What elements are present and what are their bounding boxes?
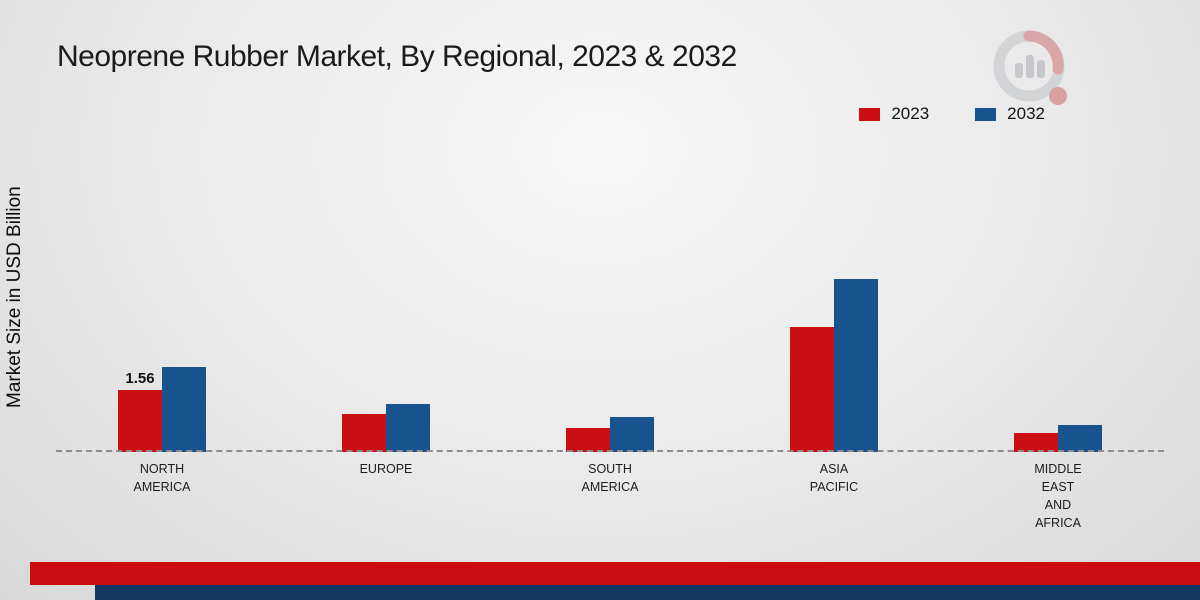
- bar-column-2023-europe: [342, 414, 386, 452]
- chart-title: Neoprene Rubber Market, By Regional, 202…: [57, 40, 737, 73]
- bar-2023-north-america: [118, 390, 162, 452]
- legend-label-2023: 2023: [891, 104, 930, 123]
- y-axis-label: Market Size in USD Billion: [4, 186, 25, 409]
- brand-logo-icon: [985, 22, 1080, 122]
- bar-column-2032-north-america: [162, 367, 206, 452]
- legend-swatch-2023: [859, 107, 881, 121]
- bar-group-europe: EUROPE: [274, 140, 498, 476]
- bar-column-2023-middle-east-and-africa: [1014, 433, 1058, 452]
- bar-value-label-2023-north-america: 1.56: [125, 370, 155, 387]
- bar-column-2032-middle-east-and-africa: [1058, 425, 1102, 452]
- bar-2032-asia-pacific: [834, 279, 878, 452]
- bar-2032-europe: [386, 404, 430, 452]
- legend-swatch-2032: [975, 107, 997, 121]
- bar-groups: 1.56 NORTH AMERICA EUROPE SOUTH AMERICA ASIA PA…: [50, 140, 1170, 530]
- category-label-europe: EUROPE: [359, 462, 413, 476]
- bar-2032-south-america: [610, 417, 654, 452]
- bar-2023-south-america: [566, 428, 610, 452]
- footer-red-band: [30, 562, 1200, 585]
- baseline-dashed: [56, 450, 1164, 452]
- bars-asia-pacific: [790, 279, 878, 452]
- bar-2023-europe: [342, 414, 386, 452]
- plot-area: 1.56 NORTH AMERICA EUROPE SOUTH AMERICA ASIA PA…: [50, 140, 1170, 530]
- legend-item-2032: 2032: [975, 104, 1045, 124]
- bar-column-2032-europe: [386, 404, 430, 452]
- bars-north-america: 1.56: [118, 367, 206, 452]
- bar-column-2023-asia-pacific: [790, 327, 834, 452]
- bars-europe: [342, 404, 430, 452]
- bar-column-2032-south-america: [610, 417, 654, 452]
- category-label-south-america: SOUTH AMERICA: [581, 462, 639, 495]
- bars-south-america: [566, 417, 654, 452]
- bar-2023-middle-east-and-africa: [1014, 433, 1058, 452]
- bar-2023-asia-pacific: [790, 327, 834, 452]
- category-label-asia-pacific: ASIA PACIFIC: [809, 462, 859, 495]
- bar-group-asia-pacific: ASIA PACIFIC: [722, 140, 946, 494]
- bars-middle-east-and-africa: [1014, 425, 1102, 452]
- bar-column-2023-south-america: [566, 428, 610, 452]
- legend-item-2023: 2023: [859, 104, 929, 124]
- legend: 2023 2032: [859, 104, 1045, 124]
- category-label-middle-east-and-africa: MIDDLE EAST AND AFRICA: [1034, 462, 1082, 531]
- legend-label-2032: 2032: [1007, 104, 1045, 123]
- bar-column-2023-north-america: 1.56: [118, 370, 162, 452]
- category-label-north-america: NORTH AMERICA: [133, 462, 191, 495]
- bar-group-north-america: 1.56 NORTH AMERICA: [50, 140, 274, 494]
- bar-2032-north-america: [162, 367, 206, 452]
- bar-column-2032-asia-pacific: [834, 279, 878, 452]
- footer-navy-band: [95, 585, 1200, 600]
- bar-2032-middle-east-and-africa: [1058, 425, 1102, 452]
- bar-group-south-america: SOUTH AMERICA: [498, 140, 722, 494]
- bar-group-middle-east-and-africa: MIDDLE EAST AND AFRICA: [946, 140, 1170, 530]
